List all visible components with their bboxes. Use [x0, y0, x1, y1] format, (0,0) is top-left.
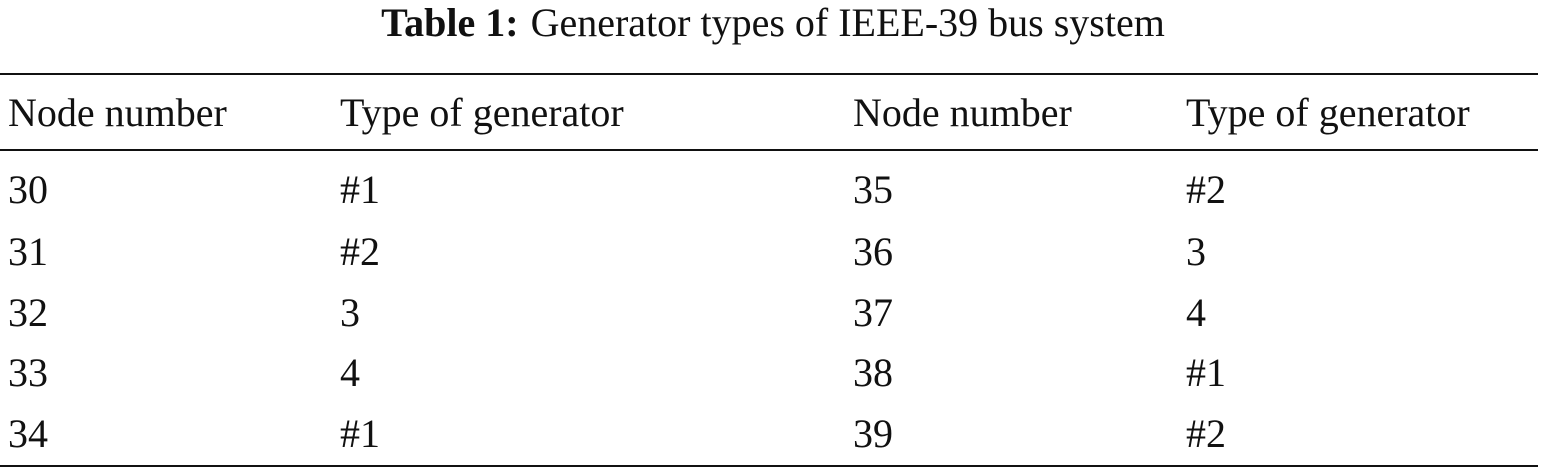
- table-caption: Table 1: Generator types of IEEE-39 bus s…: [0, 0, 1546, 46]
- table-cell: #1: [1186, 350, 1226, 395]
- caption-label: Table 1:: [381, 0, 519, 45]
- header-cell: Node number: [853, 90, 1072, 135]
- table-cell: #2: [1186, 411, 1226, 456]
- table-cell: 3: [340, 290, 360, 335]
- header-cell: Type of generator: [340, 90, 624, 135]
- bottom-rule: [0, 465, 1538, 467]
- table-cell: 31: [8, 229, 48, 274]
- table-cell: 4: [340, 350, 360, 395]
- table-cell: 34: [8, 411, 48, 456]
- caption-text: Generator types of IEEE-39 bus system: [530, 0, 1165, 45]
- table-cell: 33: [8, 350, 48, 395]
- table-cell: 32: [8, 290, 48, 335]
- table-cell: 35: [853, 167, 893, 212]
- table-cell: #2: [1186, 167, 1226, 212]
- table-cell: 30: [8, 167, 48, 212]
- header-cell: Node number: [8, 90, 227, 135]
- table-cell: 3: [1186, 229, 1206, 274]
- table-cell: 39: [853, 411, 893, 456]
- table-cell: 38: [853, 350, 893, 395]
- top-rule: [0, 73, 1538, 75]
- mid-rule: [0, 149, 1538, 151]
- table-cell: #1: [340, 411, 380, 456]
- table-cell: #1: [340, 167, 380, 212]
- table-cell: 4: [1186, 290, 1206, 335]
- table-cell: 37: [853, 290, 893, 335]
- table-cell: 36: [853, 229, 893, 274]
- table-cell: #2: [340, 229, 380, 274]
- header-cell: Type of generator: [1186, 90, 1470, 135]
